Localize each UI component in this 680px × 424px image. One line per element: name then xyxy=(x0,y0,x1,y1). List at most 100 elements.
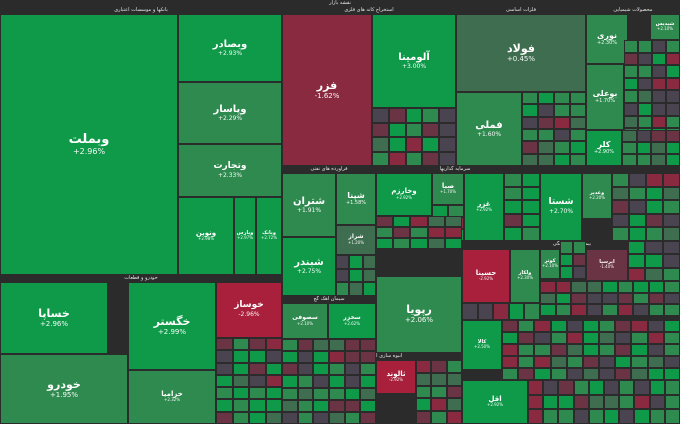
ticker-cell[interactable] xyxy=(663,186,680,201)
ticker-cell[interactable] xyxy=(599,368,616,380)
ticker-cell[interactable] xyxy=(444,216,462,227)
ticker-cell[interactable] xyxy=(629,213,646,228)
ticker-cell[interactable] xyxy=(265,374,282,388)
ticker-cell[interactable] xyxy=(652,103,666,116)
ticker-cell[interactable] xyxy=(573,409,589,424)
ticker-cell[interactable] xyxy=(612,227,629,241)
ticker-cell[interactable] xyxy=(554,116,570,129)
ticker-cell[interactable] xyxy=(617,292,634,305)
ticker-cell[interactable] xyxy=(282,387,298,400)
ticker-cell[interactable] xyxy=(662,254,680,268)
ticker-cell[interactable] xyxy=(372,151,389,166)
ticker-cell[interactable] xyxy=(282,399,298,412)
ticker-cell[interactable] xyxy=(502,332,519,344)
ticker-cell[interactable] xyxy=(615,356,632,368)
ticker-cell[interactable] xyxy=(360,399,376,412)
ticker-cell[interactable] xyxy=(652,52,666,66)
ticker-cell[interactable] xyxy=(538,141,554,154)
ticker-cell[interactable] xyxy=(265,387,282,400)
ticker-tile[interactable]: بوعلی +1.70% xyxy=(586,64,624,130)
ticker-cell[interactable] xyxy=(444,238,462,249)
ticker-tile[interactable]: اپرسیا -1.40% xyxy=(586,249,628,281)
ticker-cell[interactable] xyxy=(422,137,440,152)
ticker-cell[interactable] xyxy=(612,186,629,201)
ticker-tile[interactable]: وتجارت +2.33% xyxy=(178,144,282,197)
ticker-cell[interactable] xyxy=(504,213,522,228)
ticker-cell[interactable] xyxy=(439,151,456,166)
ticker-cell[interactable] xyxy=(336,282,350,296)
ticker-cell[interactable] xyxy=(427,216,445,227)
ticker-tile[interactable]: شبندر +2.75% xyxy=(282,237,336,296)
ticker-cell[interactable] xyxy=(646,173,663,187)
ticker-cell[interactable] xyxy=(631,344,648,356)
ticker-tile[interactable]: شراز +1.20% xyxy=(336,225,376,255)
ticker-cell[interactable] xyxy=(648,281,665,293)
ticker-cell[interactable] xyxy=(431,360,447,373)
ticker-cell[interactable] xyxy=(446,398,462,412)
ticker-cell[interactable] xyxy=(663,227,680,241)
ticker-cell[interactable] xyxy=(586,292,603,305)
ticker-cell[interactable] xyxy=(431,398,447,412)
ticker-cell[interactable] xyxy=(555,304,572,316)
ticker-tile[interactable]: فملی +1.60% xyxy=(456,92,522,166)
ticker-cell[interactable] xyxy=(648,304,665,316)
ticker-cell[interactable] xyxy=(624,103,638,116)
ticker-tile[interactable]: وبانک +2.72% xyxy=(256,197,282,275)
ticker-cell[interactable] xyxy=(313,375,329,388)
ticker-cell[interactable] xyxy=(647,356,664,368)
ticker-tile[interactable]: آلومینا +3.00% xyxy=(372,14,456,108)
ticker-cell[interactable] xyxy=(282,339,298,352)
ticker-cell[interactable] xyxy=(540,304,556,316)
ticker-cell[interactable] xyxy=(646,213,663,228)
ticker-cell[interactable] xyxy=(427,227,445,238)
ticker-cell[interactable] xyxy=(662,267,680,281)
ticker-cell[interactable] xyxy=(645,241,663,255)
ticker-cell[interactable] xyxy=(216,411,233,424)
ticker-tile[interactable]: حسینا -2.92% xyxy=(462,249,510,303)
ticker-cell[interactable] xyxy=(393,216,411,227)
ticker-tile[interactable]: کلر +2.90% xyxy=(586,130,622,166)
ticker-tile[interactable]: ثالوند -2.92% xyxy=(376,360,416,394)
ticker-cell[interactable] xyxy=(652,77,666,91)
ticker-cell[interactable] xyxy=(344,351,361,364)
ticker-cell[interactable] xyxy=(543,409,559,424)
ticker-cell[interactable] xyxy=(362,268,376,283)
ticker-cell[interactable] xyxy=(216,350,233,363)
ticker-cell[interactable] xyxy=(534,344,551,356)
ticker-cell[interactable] xyxy=(651,130,666,142)
ticker-cell[interactable] xyxy=(573,266,586,279)
ticker-cell[interactable] xyxy=(216,362,233,375)
ticker-cell[interactable] xyxy=(388,151,406,166)
ticker-cell[interactable] xyxy=(534,356,551,368)
ticker-cell[interactable] xyxy=(663,213,680,228)
ticker-cell[interactable] xyxy=(297,387,314,400)
ticker-cell[interactable] xyxy=(265,399,282,412)
ticker-cell[interactable] xyxy=(558,409,574,424)
ticker-cell[interactable] xyxy=(617,304,634,316)
ticker-cell[interactable] xyxy=(573,394,589,410)
ticker-cell[interactable] xyxy=(633,281,649,293)
ticker-tile[interactable]: ولکار +2.30% xyxy=(510,249,540,303)
ticker-cell[interactable] xyxy=(631,368,648,380)
ticker-cell[interactable] xyxy=(663,332,680,344)
ticker-cell[interactable] xyxy=(462,303,478,320)
ticker-tile[interactable]: وپارس +2.97% xyxy=(234,197,256,275)
ticker-cell[interactable] xyxy=(522,200,540,214)
ticker-tile[interactable]: سخزر +2.62% xyxy=(328,303,376,339)
ticker-cell[interactable] xyxy=(265,362,282,375)
ticker-cell[interactable] xyxy=(362,282,376,296)
ticker-cell[interactable] xyxy=(629,227,646,241)
ticker-cell[interactable] xyxy=(360,387,376,400)
ticker-tile[interactable]: وخارزم +2.92% xyxy=(376,173,432,216)
ticker-cell[interactable] xyxy=(666,103,680,116)
ticker-tile[interactable]: خگستر +2.99% xyxy=(128,282,216,370)
ticker-cell[interactable] xyxy=(604,380,620,395)
ticker-cell[interactable] xyxy=(634,409,650,424)
ticker-tile[interactable]: شتران +1.91% xyxy=(282,173,336,237)
ticker-cell[interactable] xyxy=(439,108,456,123)
ticker-tile[interactable]: ونوین +2.98% xyxy=(178,197,234,275)
ticker-cell[interactable] xyxy=(504,200,522,214)
ticker-cell[interactable] xyxy=(439,137,456,152)
ticker-cell[interactable] xyxy=(297,411,314,424)
ticker-cell[interactable] xyxy=(652,65,666,78)
